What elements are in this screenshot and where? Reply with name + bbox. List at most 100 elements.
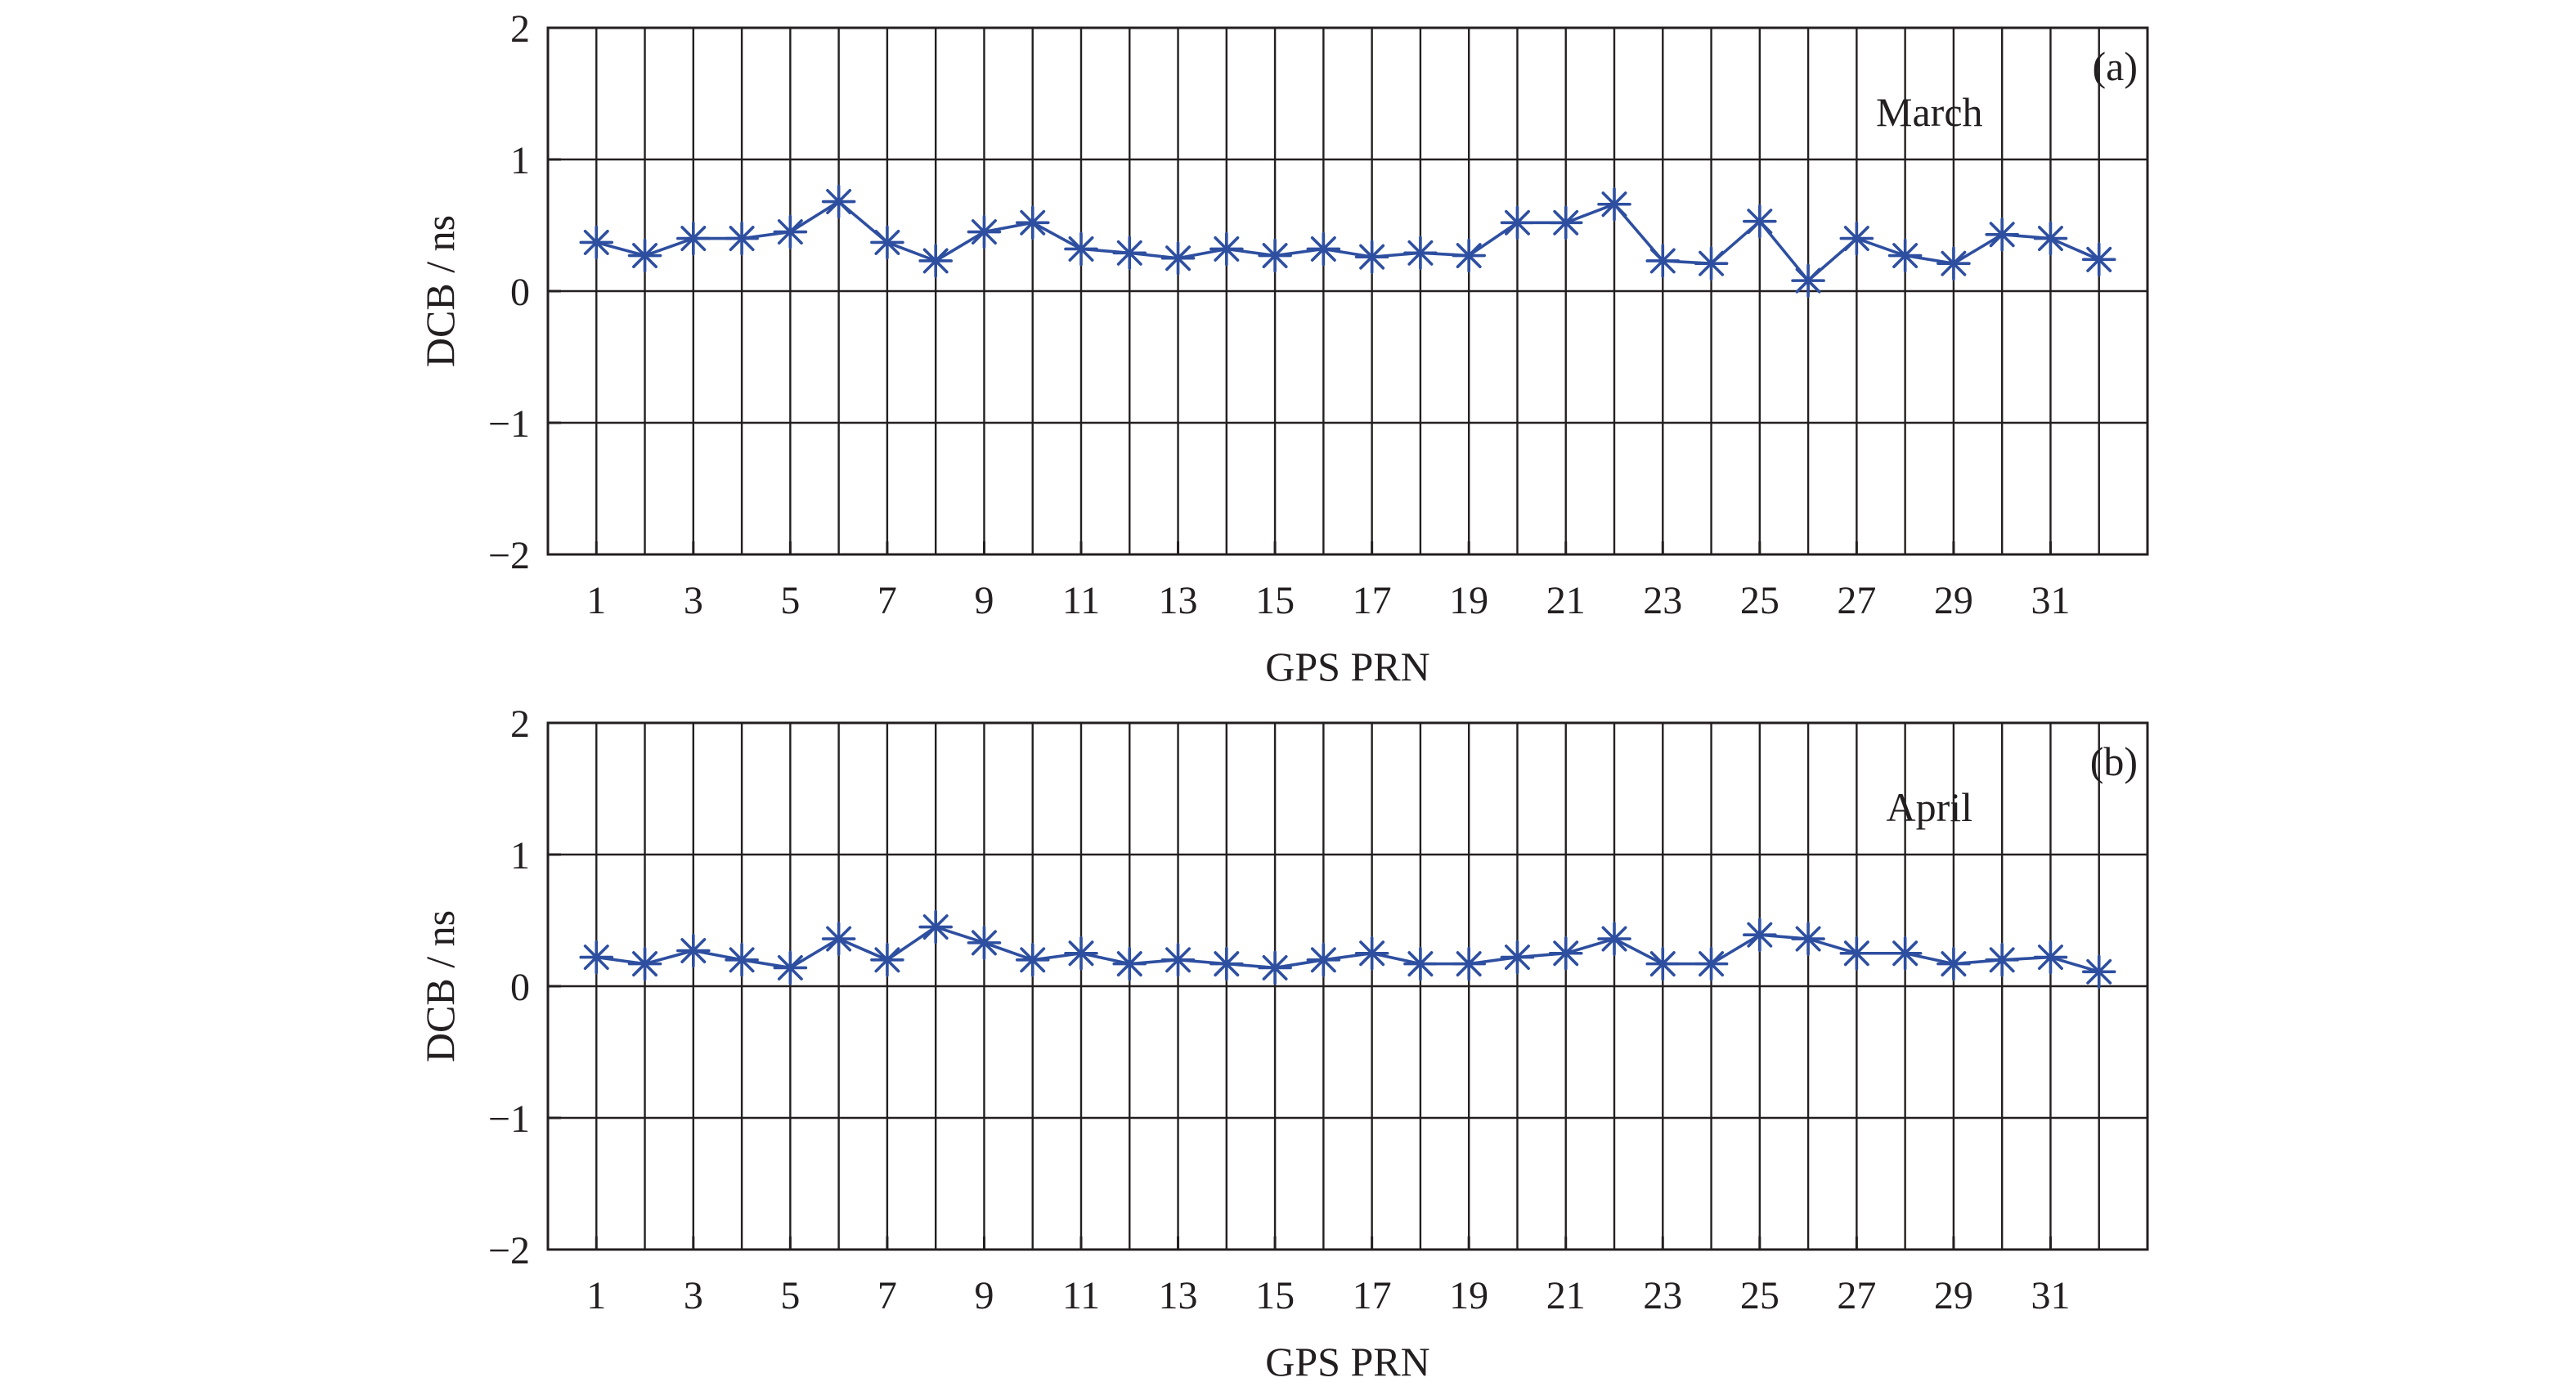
data-point bbox=[1743, 204, 1777, 239]
x-tick-label: 15 bbox=[1255, 1274, 1295, 1317]
panel-tag: (b) bbox=[2090, 738, 2138, 784]
data-point bbox=[1645, 244, 1681, 278]
data-point bbox=[1354, 936, 1389, 971]
data-point bbox=[1887, 936, 1923, 971]
data-point bbox=[1500, 205, 1535, 240]
x-tick-label: 5 bbox=[780, 579, 800, 622]
data-point bbox=[1645, 946, 1681, 981]
x-tick-label: 13 bbox=[1159, 579, 1198, 622]
data-point bbox=[2033, 940, 2068, 975]
data-point bbox=[1743, 918, 1777, 953]
data-point bbox=[1015, 942, 1050, 977]
data-point bbox=[1597, 922, 1631, 956]
data-point bbox=[1160, 240, 1196, 276]
horizontal-gridlines bbox=[548, 853, 2147, 1120]
x-tick-label: 1 bbox=[586, 579, 606, 622]
data-point bbox=[773, 950, 808, 985]
x-tick-label: 5 bbox=[780, 1274, 800, 1317]
y-axis-label: DCB / ns bbox=[417, 215, 463, 367]
data-point bbox=[1403, 946, 1438, 981]
x-tick-label: 27 bbox=[1837, 1274, 1876, 1317]
x-tick-label: 3 bbox=[684, 1274, 703, 1317]
x-tick-label: 21 bbox=[1546, 579, 1586, 622]
x-tick-label: 3 bbox=[684, 579, 703, 622]
data-point bbox=[1985, 942, 2019, 977]
x-tick-label: 31 bbox=[2031, 579, 2070, 622]
data-point bbox=[725, 221, 759, 256]
data-point bbox=[967, 926, 1002, 960]
y-axis-ticks: −2 −1 0 1 2 bbox=[488, 702, 561, 1272]
data-point bbox=[1064, 231, 1098, 267]
data-point bbox=[1064, 936, 1098, 971]
data-point bbox=[773, 214, 808, 249]
x-axis-ticks: 1 3 5 7 9 11 13 15 17 19 21 23 25 27 29 31 bbox=[586, 1236, 2070, 1317]
x-tick-label: 13 bbox=[1159, 1274, 1198, 1317]
data-point bbox=[1887, 238, 1923, 273]
data-point bbox=[1209, 946, 1244, 981]
x-tick-label: 17 bbox=[1353, 1274, 1392, 1317]
x-tick-label: 11 bbox=[1062, 1274, 1100, 1317]
data-point bbox=[2033, 221, 2068, 256]
series-annotation: April bbox=[1886, 784, 1972, 830]
x-tick-label: 1 bbox=[586, 1274, 606, 1317]
y-tick-label: 2 bbox=[510, 702, 530, 746]
x-tick-label: 21 bbox=[1546, 1274, 1586, 1317]
x-tick-label: 17 bbox=[1353, 579, 1392, 622]
data-point bbox=[1306, 942, 1341, 977]
x-axis-label: GPS PRN bbox=[1265, 644, 1430, 689]
x-tick-label: 7 bbox=[877, 579, 897, 622]
y-tick-label: 2 bbox=[510, 7, 530, 51]
data-point bbox=[627, 238, 662, 273]
data-point bbox=[1112, 946, 1147, 981]
data-point bbox=[1548, 936, 1583, 971]
series-markers bbox=[579, 184, 2116, 298]
data-point bbox=[1985, 217, 2019, 252]
data-point bbox=[1548, 205, 1583, 240]
data-point bbox=[1160, 942, 1196, 977]
y-tick-label: 1 bbox=[510, 139, 530, 182]
data-point bbox=[627, 946, 662, 981]
data-point bbox=[1112, 236, 1147, 271]
data-point bbox=[1258, 238, 1292, 273]
data-point bbox=[821, 184, 856, 219]
y-tick-label: −1 bbox=[488, 1097, 530, 1141]
data-point bbox=[1015, 205, 1050, 240]
y-tick-label: 0 bbox=[510, 271, 530, 314]
data-point bbox=[1403, 236, 1438, 271]
data-point bbox=[1694, 946, 1729, 981]
series-markers bbox=[579, 909, 2116, 989]
x-tick-label: 19 bbox=[1449, 579, 1488, 622]
x-tick-label: 11 bbox=[1062, 579, 1100, 622]
data-point bbox=[1694, 246, 1729, 280]
x-axis-ticks: 1 3 5 7 9 11 13 15 17 19 21 23 25 27 29 31 bbox=[586, 541, 2070, 622]
data-point bbox=[1936, 946, 1971, 981]
data-point bbox=[676, 221, 711, 256]
y-tick-label: −1 bbox=[488, 402, 530, 446]
data-point bbox=[1791, 263, 1825, 298]
data-point bbox=[821, 922, 856, 956]
series-line bbox=[596, 925, 2100, 974]
data-point bbox=[1791, 922, 1825, 956]
y-axis-label: DCB / ns bbox=[417, 910, 463, 1062]
data-point bbox=[579, 225, 614, 260]
data-point bbox=[1306, 231, 1341, 267]
x-tick-label: 25 bbox=[1740, 1274, 1779, 1317]
data-point bbox=[2081, 242, 2116, 277]
x-tick-label: 19 bbox=[1449, 1274, 1488, 1317]
data-point bbox=[1936, 246, 1971, 280]
data-point bbox=[1354, 240, 1389, 274]
data-point bbox=[918, 244, 953, 278]
y-tick-label: −2 bbox=[488, 534, 530, 577]
data-point bbox=[870, 225, 904, 260]
panel-tag: (a) bbox=[2093, 43, 2138, 89]
horizontal-gridlines bbox=[548, 158, 2147, 424]
data-point bbox=[1452, 238, 1486, 273]
x-tick-label: 15 bbox=[1255, 579, 1295, 622]
x-axis-label: GPS PRN bbox=[1265, 1339, 1430, 1384]
data-point bbox=[2081, 954, 2116, 989]
x-tick-label: 25 bbox=[1740, 579, 1779, 622]
y-axis-ticks: −2 −1 0 1 2 bbox=[488, 7, 561, 577]
